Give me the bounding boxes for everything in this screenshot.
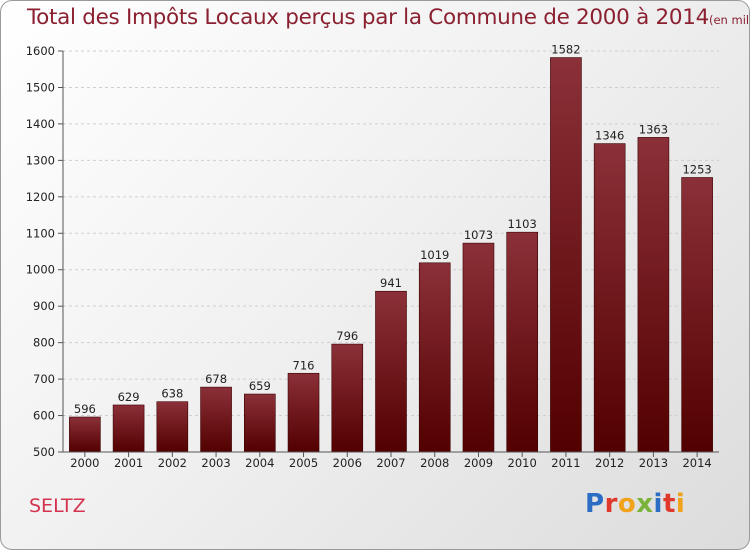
y-tick-label: 1500 bbox=[26, 80, 55, 94]
data-label: 1103 bbox=[508, 217, 537, 231]
data-label: 678 bbox=[205, 372, 227, 386]
bar-2009 bbox=[462, 242, 495, 453]
data-label: 941 bbox=[380, 276, 402, 290]
x-tick-label: 2001 bbox=[114, 456, 143, 470]
logo-letter: i bbox=[675, 489, 686, 519]
y-tick-label: 1100 bbox=[26, 226, 55, 240]
bar-2006 bbox=[331, 343, 364, 453]
y-axis: 500 600 700 800 900 1000 1100 1200 1300 1400 1500 1… bbox=[26, 44, 64, 459]
data-label: 1582 bbox=[551, 43, 580, 57]
bar-2005 bbox=[287, 372, 320, 453]
x-tick-label: 2004 bbox=[245, 456, 274, 470]
logo-letter: t bbox=[662, 489, 676, 519]
bar-2002 bbox=[156, 401, 189, 453]
x-tick-label: 2008 bbox=[420, 456, 449, 470]
bar-2007 bbox=[375, 290, 407, 453]
x-tick-label: 2009 bbox=[464, 456, 493, 470]
logo-letter: x bbox=[636, 489, 654, 519]
bar-2012 bbox=[593, 143, 626, 453]
y-tick-label: 1600 bbox=[26, 44, 55, 58]
x-tick-label: 2011 bbox=[551, 456, 580, 470]
data-label: 596 bbox=[74, 402, 96, 416]
x-tick-label: 2002 bbox=[158, 456, 187, 470]
y-tick-label: 900 bbox=[33, 299, 55, 313]
chart-title: Total des Impôts Locaux perçus par la Co… bbox=[27, 5, 750, 30]
data-label: 629 bbox=[118, 390, 140, 404]
data-label: 796 bbox=[336, 329, 358, 343]
logo-letter: o bbox=[617, 489, 637, 519]
bar-2013 bbox=[637, 137, 670, 453]
y-tick-label: 800 bbox=[33, 336, 55, 350]
bar-2000 bbox=[69, 416, 101, 453]
x-tick-label: 2005 bbox=[289, 456, 318, 470]
data-label: 716 bbox=[293, 358, 315, 372]
y-tick-label: 1300 bbox=[26, 153, 55, 167]
bar-2011 bbox=[550, 57, 582, 453]
y-tick-label: 1400 bbox=[26, 117, 55, 131]
x-tick-label: 2007 bbox=[376, 456, 405, 470]
data-label: 1019 bbox=[420, 248, 449, 262]
data-label: 638 bbox=[161, 387, 183, 401]
x-axis: 2000 2001 2002 2003 2004 2005 2006 2007 2008 2009… bbox=[63, 451, 719, 470]
data-labels-group: 596 629 638 678 659 716 796 941 1019 1073 1103 1582… bbox=[74, 43, 712, 416]
x-tick-label: 2013 bbox=[639, 456, 668, 470]
x-tick-label: 2010 bbox=[508, 456, 537, 470]
y-tick-label: 700 bbox=[33, 372, 55, 386]
x-tick-label: 2006 bbox=[333, 456, 362, 470]
logo-letter: P bbox=[585, 489, 605, 519]
data-label: 1073 bbox=[464, 228, 493, 242]
logo-letter: i bbox=[653, 489, 663, 519]
y-tick-label: 1200 bbox=[26, 190, 55, 204]
proxiti-logo: Proxiti bbox=[585, 489, 685, 519]
x-tick-label: 2000 bbox=[70, 456, 99, 470]
y-tick-label: 500 bbox=[33, 445, 55, 459]
x-tick-label: 2012 bbox=[595, 456, 624, 470]
bar-2008 bbox=[418, 262, 451, 453]
y-tick-label: 600 bbox=[33, 409, 55, 423]
bar-2014 bbox=[681, 177, 713, 453]
data-label: 1253 bbox=[682, 162, 711, 176]
commune-name: SELTZ bbox=[29, 495, 86, 517]
bar-2003 bbox=[200, 386, 232, 453]
data-label: 1363 bbox=[639, 122, 668, 136]
data-label: 1346 bbox=[595, 129, 624, 143]
bar-2010 bbox=[506, 231, 539, 453]
logo-letter: r bbox=[604, 489, 618, 519]
bar-2001 bbox=[112, 404, 145, 453]
x-tick-label: 2003 bbox=[201, 456, 230, 470]
data-label: 659 bbox=[249, 379, 271, 393]
y-tick-label: 1000 bbox=[26, 263, 55, 277]
chart-title-unit: (en milliers d'€) bbox=[709, 13, 750, 27]
chart-title-main: Total des Impôts Locaux perçus par la Co… bbox=[27, 5, 709, 30]
bars-group bbox=[69, 57, 713, 453]
bar-2004 bbox=[244, 393, 276, 453]
x-tick-label: 2014 bbox=[682, 456, 711, 470]
